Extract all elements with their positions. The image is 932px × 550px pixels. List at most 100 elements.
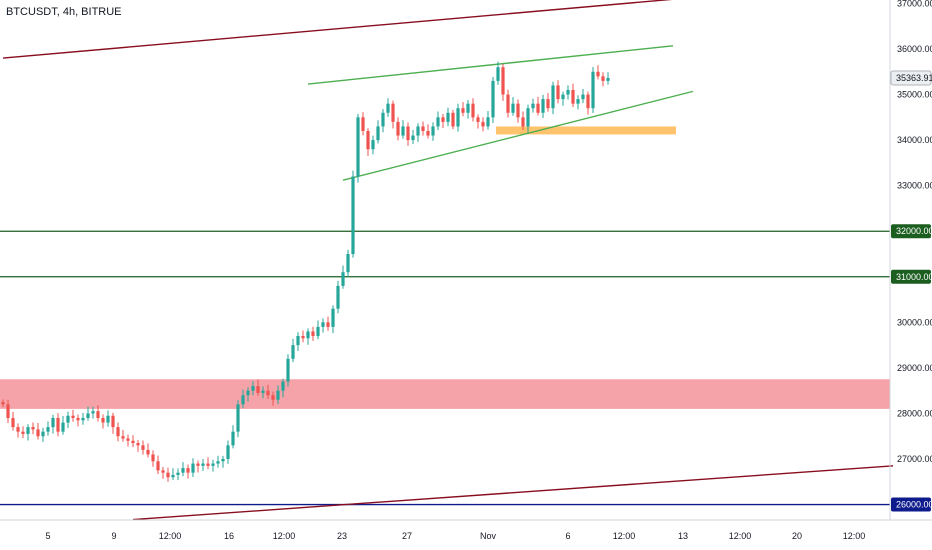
candle-body <box>386 103 390 113</box>
last-price-label: 35363.91 <box>896 73 932 83</box>
candle-body <box>51 418 55 428</box>
candle-body <box>291 345 295 359</box>
candle-body <box>586 94 590 109</box>
candle-body <box>371 140 375 150</box>
candle-body <box>166 472 170 478</box>
price-tick-label: 30000.00 <box>897 317 932 327</box>
candle-body <box>446 112 450 122</box>
level-tag <box>891 497 931 512</box>
level-tag-label: 31000.00 <box>896 272 932 282</box>
candle-body <box>171 474 175 478</box>
candle-body <box>121 436 125 439</box>
candle-body <box>46 427 50 432</box>
trendline-channel-bottom <box>132 465 894 521</box>
price-tick-label: 28000.00 <box>897 408 932 418</box>
candle-body <box>436 117 440 127</box>
candle-body <box>601 76 605 81</box>
candle-body <box>146 449 150 455</box>
candle-body <box>176 472 180 475</box>
candle-body <box>531 103 535 109</box>
candle-body <box>11 418 15 428</box>
candle-body <box>461 108 465 113</box>
candle-body <box>496 67 500 81</box>
candle-body <box>321 322 325 327</box>
supply-zone-red <box>0 379 890 409</box>
candle-body <box>411 135 415 141</box>
candle-body <box>111 415 115 428</box>
candle-body <box>516 103 520 118</box>
candle-body <box>571 90 575 104</box>
candle-body <box>126 438 130 441</box>
candle-body <box>466 103 470 113</box>
price-tick-label: 34000.00 <box>897 135 932 145</box>
candle-body <box>326 322 330 327</box>
candle-body <box>131 440 135 444</box>
level-tag-label: 26000.00 <box>896 500 932 510</box>
candle-body <box>536 103 540 113</box>
candle-body <box>591 71 595 109</box>
last-price-tag <box>890 70 932 86</box>
candle-body <box>311 331 315 336</box>
trendline-wedge-top <box>307 45 674 85</box>
candle-body <box>191 463 195 473</box>
candle-body <box>221 459 225 462</box>
candle-body <box>511 103 515 113</box>
time-tick-label: 9 <box>111 531 116 541</box>
candle-body <box>206 463 210 466</box>
time-tick-label: 12:00 <box>159 531 182 541</box>
candle-body <box>391 103 395 122</box>
candle-body <box>66 415 70 423</box>
candle-body <box>281 381 285 391</box>
candles-group <box>1 61 610 482</box>
candle-body <box>6 404 10 418</box>
candle-body <box>41 431 45 437</box>
candle-body <box>101 418 105 423</box>
candle-body <box>96 411 100 418</box>
candle-body <box>296 336 300 346</box>
candle-body <box>91 411 95 414</box>
candle-body <box>71 415 75 418</box>
candle-body <box>361 117 365 131</box>
candle-body <box>341 272 345 286</box>
level-tag <box>891 224 931 239</box>
candle-body <box>561 94 565 100</box>
candle-body <box>216 461 220 464</box>
candle-body <box>471 103 475 118</box>
candle-body <box>541 99 545 113</box>
candle-body <box>251 386 255 391</box>
time-tick-label: 12:00 <box>273 531 296 541</box>
time-tick-label: 16 <box>224 531 234 541</box>
candle-body <box>551 85 555 109</box>
candle-body <box>211 463 215 466</box>
candle-body <box>486 117 490 127</box>
candle-body <box>501 67 505 95</box>
candle-body <box>416 126 420 136</box>
symbol-label: BTCUSDT, 4h, BITRUE <box>6 6 122 18</box>
candle-body <box>76 418 80 421</box>
candle-body <box>521 117 525 127</box>
level-tag-label: 32000.00 <box>896 226 932 236</box>
candle-body <box>376 126 380 141</box>
candle-body <box>186 468 190 473</box>
candle-body <box>556 85 560 100</box>
candle-body <box>236 404 240 432</box>
time-tick-label: 27 <box>402 531 412 541</box>
time-tick-label: 20 <box>792 531 802 541</box>
candle-body <box>286 358 290 382</box>
candle-body <box>596 71 600 77</box>
candle-body <box>546 99 550 109</box>
time-tick-label: 5 <box>45 531 50 541</box>
candle-body <box>231 431 235 446</box>
candle-body <box>196 463 200 466</box>
candle-body <box>261 390 265 393</box>
candle-body <box>456 108 460 127</box>
candle-body <box>271 395 275 400</box>
candle-body <box>366 131 370 150</box>
candle-body <box>351 176 355 254</box>
candle-body <box>301 336 305 339</box>
price-tick-label: 29000.00 <box>897 363 932 373</box>
candle-body <box>21 431 25 434</box>
